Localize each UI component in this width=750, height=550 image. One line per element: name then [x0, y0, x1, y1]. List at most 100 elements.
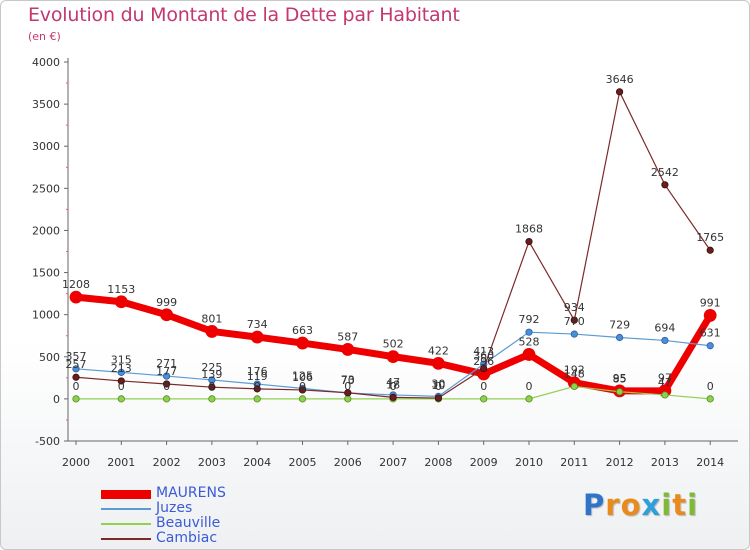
legend-swatch — [101, 508, 151, 510]
chart-subtitle: (en €) — [28, 30, 61, 43]
data-label-cambiac: 1868 — [515, 223, 543, 236]
data-label-cambiac: 73 — [341, 374, 355, 387]
legend-item-juzes: Juzes — [101, 500, 321, 516]
data-label-juzes: 315 — [111, 353, 132, 366]
data-point-juzes — [117, 368, 125, 376]
data-label-cambiac: 257 — [66, 358, 87, 371]
data-point-beauville — [117, 395, 125, 403]
data-point-juzes — [706, 342, 714, 350]
data-label-beauville: 0 — [208, 380, 215, 393]
data-point-cambiac — [253, 385, 261, 393]
data-label-cambiac: 119 — [247, 370, 268, 383]
data-point-beauville — [615, 388, 624, 396]
data-label-maurens: 991 — [700, 296, 721, 309]
data-point-maurens — [296, 336, 309, 350]
y-tick-label: -500 — [35, 435, 60, 448]
data-label-beauville: 0 — [435, 380, 442, 393]
data-label-juzes: 125 — [292, 369, 313, 382]
data-point-cambiac — [525, 237, 533, 246]
legend-item-beauville: Beauville — [101, 515, 321, 531]
data-label-maurens: 1153 — [107, 283, 135, 296]
x-tick-label: 2009 — [470, 456, 498, 469]
legend: MAURENS Juzes Beauville Cambiac — [101, 485, 321, 546]
data-point-juzes — [525, 328, 533, 336]
data-point-beauville — [298, 395, 307, 403]
data-label-cambiac: 934 — [564, 301, 585, 314]
x-tick-label: 2012 — [606, 456, 634, 469]
y-tick-label: 4000 — [32, 56, 60, 69]
data-label-juzes: 225 — [201, 361, 222, 374]
legend-label: Cambiac — [156, 530, 218, 546]
data-label-juzes: 729 — [609, 318, 630, 331]
data-label-maurens: 95 — [613, 372, 627, 385]
data-point-juzes — [163, 372, 171, 380]
data-point-maurens — [250, 330, 264, 344]
x-tick-label: 2000 — [62, 456, 90, 469]
data-point-maurens — [386, 350, 400, 364]
data-label-maurens: 1208 — [62, 278, 90, 291]
data-point-beauville — [480, 395, 488, 403]
data-point-cambiac — [298, 386, 307, 394]
data-label-cambiac: 213 — [111, 362, 132, 375]
data-point-beauville — [661, 391, 669, 399]
data-point-maurens — [703, 309, 717, 322]
y-tick-label: 2000 — [32, 224, 60, 237]
data-point-cambiac — [163, 380, 171, 388]
data-point-maurens — [205, 325, 219, 338]
data-label-beauville: 0 — [163, 380, 170, 393]
data-point-maurens — [160, 308, 174, 322]
y-tick-label: 2500 — [32, 182, 60, 195]
x-tick-label: 2008 — [424, 456, 452, 469]
x-tick-label: 2011 — [560, 456, 588, 469]
data-point-beauville — [570, 382, 578, 391]
y-tick-label: 0 — [53, 393, 60, 406]
data-point-maurens — [341, 343, 355, 356]
data-label-cambiac: 10 — [431, 379, 445, 392]
data-label-cambiac: 2542 — [651, 166, 679, 179]
x-tick-label: 2013 — [651, 456, 679, 469]
data-label-maurens: 999 — [156, 296, 177, 309]
data-point-maurens — [114, 295, 128, 309]
data-label-beauville: 47 — [658, 376, 672, 389]
data-label-juzes: 357 — [66, 350, 87, 363]
proxiti-logo: Proxiti — [583, 488, 699, 522]
chart-title: Evolution du Montant de la Dette par Hab… — [28, 4, 460, 26]
legend-swatch — [101, 538, 151, 540]
x-tick-label: 2007 — [379, 456, 407, 469]
data-label-juzes: 30 — [431, 377, 445, 390]
data-point-cambiac — [706, 246, 714, 254]
x-tick-label: 2002 — [153, 456, 181, 469]
data-point-cambiac — [570, 316, 578, 324]
data-point-juzes — [661, 336, 669, 345]
data-label-maurens: 528 — [519, 335, 540, 348]
legend-item-maurens: MAURENS — [101, 485, 321, 501]
data-point-cambiac — [661, 181, 669, 189]
data-label-cambiac: 1765 — [696, 231, 724, 244]
data-label-beauville: 0 — [118, 380, 125, 393]
data-label-maurens: 192 — [564, 364, 585, 377]
data-point-juzes — [72, 365, 80, 373]
data-label-maurens: 502 — [383, 338, 404, 351]
data-point-maurens — [431, 356, 445, 370]
x-tick-label: 2010 — [515, 456, 543, 469]
data-point-juzes — [208, 376, 216, 384]
data-label-maurens: 422 — [428, 344, 449, 357]
y-tick-label: 3500 — [32, 98, 60, 111]
x-tick-label: 2003 — [198, 456, 226, 469]
data-point-beauville — [208, 395, 216, 403]
data-point-cambiac — [344, 389, 352, 397]
data-label-maurens: 734 — [247, 318, 268, 331]
data-label-beauville: 0 — [390, 380, 397, 393]
x-tick-label: 2005 — [289, 456, 317, 469]
data-label-juzes: 792 — [519, 313, 540, 326]
data-label-beauville: 0 — [707, 380, 714, 393]
data-point-beauville — [525, 395, 533, 403]
data-label-cambiac: 139 — [201, 368, 222, 381]
data-label-beauville: 0 — [73, 380, 80, 393]
legend-label: MAURENS — [156, 485, 226, 501]
data-label-maurens: 587 — [337, 330, 358, 343]
data-label-cambiac: 177 — [156, 365, 177, 378]
y-tick-label: 3000 — [32, 140, 60, 153]
data-point-cambiac — [434, 394, 442, 402]
data-label-beauville: 85 — [613, 373, 627, 386]
